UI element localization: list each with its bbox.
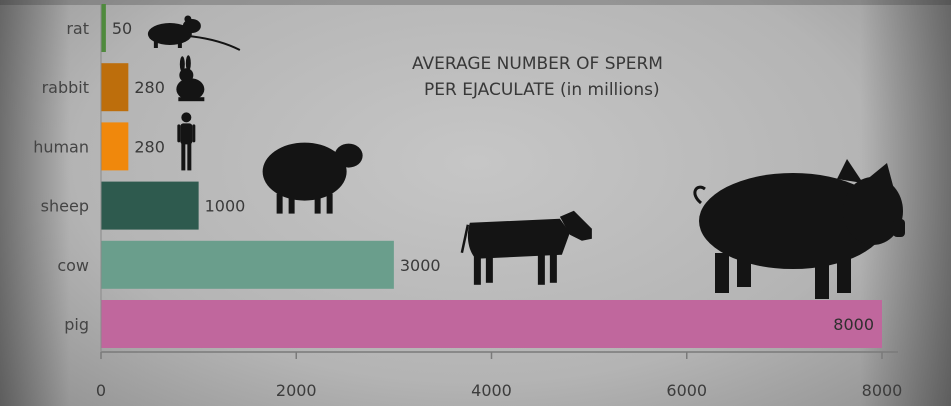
bar-rabbit [101, 63, 129, 112]
x-tick-label-4000: 4000 [471, 381, 512, 400]
value-label-human: 280 [134, 137, 165, 156]
x-tick-label-6000: 6000 [666, 381, 707, 400]
category-label-human: human [33, 137, 89, 156]
category-label-sheep: sheep [41, 197, 89, 216]
value-label-pig: 8000 [833, 315, 874, 334]
bar-cow [101, 240, 394, 289]
chart-title-line-1: AVERAGE NUMBER OF SPERM [412, 54, 663, 74]
category-label-cow: cow [57, 256, 89, 275]
category-label-rat: rat [66, 19, 89, 38]
animal-icon-group [147, 15, 905, 299]
x-tick-label-0: 0 [96, 381, 106, 400]
cow-silhouette-icon [460, 210, 592, 285]
bar-human [101, 122, 129, 171]
top-cropped-strip [0, 0, 951, 5]
rabbit-silhouette-icon [176, 55, 205, 102]
pig-silhouette-icon [693, 159, 905, 299]
bar-rat [101, 4, 106, 52]
sheep-silhouette-icon [262, 142, 363, 214]
human-silhouette-icon [177, 112, 196, 171]
rat-silhouette-icon [147, 15, 241, 51]
category-label-group: rat rabbit human sheep cow pig [33, 19, 89, 334]
x-tick-group: 0 2000 4000 6000 8000 [96, 352, 902, 400]
bar-group [101, 4, 882, 348]
x-tick-label-2000: 2000 [276, 381, 317, 400]
value-label-rabbit: 280 [134, 78, 165, 97]
value-label-sheep: 1000 [205, 197, 246, 216]
value-label-cow: 3000 [400, 256, 441, 275]
value-label-group: 50 280 280 1000 3000 8000 [112, 19, 874, 334]
chart-title-line-2: PER EJACULATE (in millions) [424, 80, 660, 100]
bar-sheep [101, 181, 199, 230]
value-label-rat: 50 [112, 19, 132, 38]
category-label-rabbit: rabbit [42, 78, 89, 97]
bar-pig [101, 300, 882, 348]
x-tick-label-8000: 8000 [862, 381, 903, 400]
category-label-pig: pig [64, 315, 89, 334]
